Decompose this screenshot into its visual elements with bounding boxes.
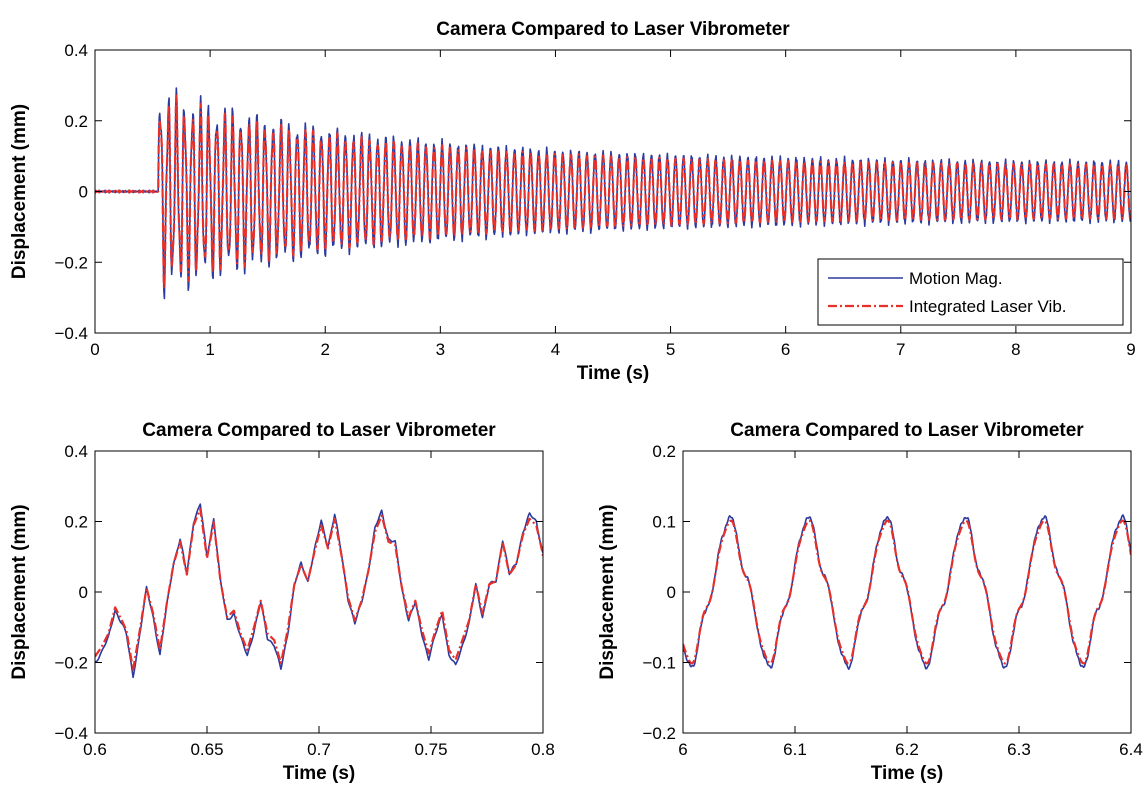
x-tick-label: 7 <box>896 340 905 359</box>
y-tick-label: 0.1 <box>652 513 676 532</box>
x-tick-label: 6 <box>781 340 790 359</box>
plot-area <box>683 514 1131 670</box>
chart-panel-1: 0 1 2 3 4 5 6 7 8 9 −0.4 −0.2 0 0.2 0.4 Camera Compared… <box>9 19 1136 384</box>
x-tick-label: 6.4 <box>1119 740 1143 759</box>
plot-area <box>95 87 1131 300</box>
legend-label: Integrated Laser Vib. <box>909 297 1067 316</box>
legend-box <box>817 258 1124 326</box>
x-tick-label: 5 <box>666 340 675 359</box>
x-tick-label: 0.65 <box>190 740 223 759</box>
y-axis-label: Displacement (mm) <box>9 104 30 279</box>
x-axis-label: Time (s) <box>871 763 944 784</box>
x-tick-label: 4 <box>551 340 560 359</box>
x-tick-label: 6.3 <box>1007 740 1031 759</box>
y-tick-label: 0.4 <box>64 442 88 461</box>
x-tick-label: 6.2 <box>895 740 919 759</box>
y-tick-label: 0.2 <box>64 112 88 131</box>
y-tick-label: −0.2 <box>54 253 88 272</box>
x-tick-label: 0.6 <box>83 740 107 759</box>
chart-panel-3: 6 6.1 6.2 6.3 6.4 −0.2 −0.1 0 0.1 0.2 Camera Compa… <box>597 420 1143 784</box>
x-tick-label: 0.7 <box>307 740 331 759</box>
y-tick-label: −0.4 <box>54 724 88 743</box>
x-tick-label: 0 <box>90 340 99 359</box>
chart-title: Camera Compared to Laser Vibrometer <box>730 420 1084 441</box>
y-tick-label: −0.4 <box>54 324 88 343</box>
x-tick-label: 0.75 <box>414 740 447 759</box>
y-tick-label: −0.2 <box>642 724 676 743</box>
x-axis-label: Time (s) <box>283 763 356 784</box>
x-tick-label: 6.1 <box>783 740 807 759</box>
x-tick-label: 3 <box>436 340 445 359</box>
x-tick-label: 9 <box>1126 340 1135 359</box>
legend-label: Motion Mag. <box>909 269 1003 288</box>
y-tick-label: 0.2 <box>64 513 88 532</box>
chart-title: Camera Compared to Laser Vibrometer <box>436 19 790 40</box>
y-tick-label: 0 <box>667 583 676 602</box>
series-line-laser-vib <box>95 507 543 671</box>
series-line-laser-vib <box>683 519 1131 665</box>
y-tick-label: −0.1 <box>642 654 676 673</box>
y-tick-label: 0 <box>79 583 88 602</box>
x-tick-label: 6 <box>678 740 687 759</box>
y-axis-label: Displacement (mm) <box>9 504 30 679</box>
x-tick-label: 0.8 <box>531 740 555 759</box>
legend: Motion Mag. Integrated Laser Vib. <box>817 258 1124 326</box>
x-tick-label: 1 <box>205 340 214 359</box>
y-tick-label: 0.2 <box>652 442 676 461</box>
plot-area <box>95 503 543 679</box>
y-axis-label: Displacement (mm) <box>597 504 618 679</box>
y-tick-label: 0.4 <box>64 41 88 60</box>
x-tick-label: 8 <box>1011 340 1020 359</box>
chart-panel-2: 0.6 0.65 0.7 0.75 0.8 −0.4 −0.2 0 0.2 0.4 Camera C… <box>9 420 555 784</box>
x-tick-label: 2 <box>320 340 329 359</box>
x-axis-label: Time (s) <box>577 363 650 384</box>
y-tick-label: −0.2 <box>54 654 88 673</box>
axes-box <box>94 450 544 734</box>
y-tick-label: 0 <box>79 183 88 202</box>
chart-title: Camera Compared to Laser Vibrometer <box>142 420 496 441</box>
